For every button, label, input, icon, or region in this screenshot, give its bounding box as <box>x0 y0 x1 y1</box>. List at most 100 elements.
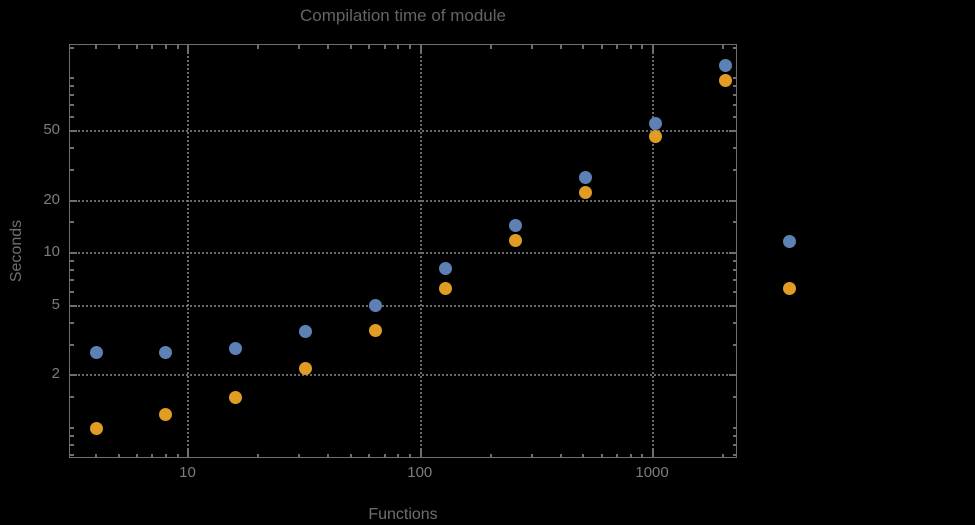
x-tick-top-5 <box>117 45 120 49</box>
y-tick-3 <box>70 343 74 346</box>
plot-area <box>69 44 737 458</box>
x-tick-top-1000 <box>652 45 655 52</box>
y-tick-right-7 <box>732 279 736 282</box>
y-tick-label-10: 10 <box>43 243 60 261</box>
x-tick-70 <box>383 453 386 457</box>
y-tick-right-0.8 <box>732 443 736 446</box>
point-orange-x512 <box>579 185 593 199</box>
x-tick-top-30 <box>298 45 301 49</box>
x-tick-700 <box>616 453 619 457</box>
x-tick-top-800 <box>629 45 632 49</box>
x-tick-7 <box>151 453 154 457</box>
point-orange-x1024 <box>648 130 662 144</box>
grid-line-y-2 <box>70 374 736 377</box>
grid-line-x-1000 <box>652 45 655 457</box>
x-tick-top-10 <box>187 45 190 52</box>
grid-line-x-10 <box>187 45 190 457</box>
y-tick-70 <box>70 104 74 107</box>
x-tick-400 <box>559 453 562 457</box>
x-tick-100 <box>419 450 422 457</box>
x-tick-label-10: 10 <box>179 464 196 481</box>
x-tick-top-300 <box>530 45 533 49</box>
point-orange-x32 <box>299 361 313 375</box>
y-tick-8 <box>70 269 74 272</box>
y-tick-4 <box>70 321 74 324</box>
y-tick-right-4 <box>732 321 736 324</box>
legend-marker-orange <box>782 281 796 295</box>
y-tick-right-2 <box>729 374 736 377</box>
x-tick-600 <box>600 453 603 457</box>
y-tick-right-150 <box>732 46 736 49</box>
y-tick-60 <box>70 116 74 119</box>
x-tick-6 <box>135 453 138 457</box>
y-tick-right-9 <box>732 260 736 263</box>
y-tick-0.9 <box>70 435 74 438</box>
y-tick-right-6 <box>732 291 736 293</box>
chart-title: Compilation time of module <box>300 6 506 25</box>
y-tick-15 <box>70 221 74 224</box>
y-tick-50 <box>70 130 77 133</box>
x-tick-top-40 <box>327 45 330 49</box>
x-tick-label-100: 100 <box>407 464 433 481</box>
y-tick-6 <box>70 291 74 293</box>
x-tick-2000 <box>721 453 724 457</box>
y-tick-right-5 <box>729 304 736 307</box>
x-tick-300 <box>530 453 533 457</box>
x-tick-80 <box>397 453 400 457</box>
y-tick-label-2: 2 <box>51 365 60 383</box>
x-tick-4 <box>95 453 98 457</box>
x-tick-40 <box>327 453 330 457</box>
x-tick-top-400 <box>559 45 562 49</box>
x-axis-label: Functions <box>368 506 438 523</box>
point-blue-x64 <box>369 298 383 312</box>
y-tick-right-100 <box>732 77 736 80</box>
point-orange-x4 <box>89 421 103 435</box>
y-tick-150 <box>70 46 74 49</box>
x-tick-800 <box>629 453 632 457</box>
y-tick-right-0.9 <box>732 435 736 438</box>
y-tick-2 <box>70 374 77 377</box>
point-orange-x2048 <box>718 74 732 88</box>
x-tick-top-7 <box>151 45 154 49</box>
y-tick-5 <box>70 304 77 307</box>
x-tick-90 <box>409 453 412 457</box>
x-tick-top-200 <box>489 45 492 49</box>
x-tick-900 <box>641 453 644 457</box>
y-tick-80 <box>70 94 74 97</box>
x-tick-500 <box>582 453 585 457</box>
x-tick-top-9 <box>176 45 179 49</box>
x-tick-top-70 <box>383 45 386 49</box>
x-tick-top-60 <box>368 45 371 49</box>
y-tick-right-60 <box>732 116 736 119</box>
y-tick-label-5: 5 <box>51 295 60 313</box>
y-tick-20 <box>70 199 77 202</box>
point-blue-x128 <box>439 261 453 275</box>
point-blue-x512 <box>579 171 593 185</box>
x-tick-top-50 <box>349 45 352 49</box>
point-orange-x64 <box>369 324 383 338</box>
x-tick-60 <box>368 453 371 457</box>
x-tick-9 <box>176 453 179 457</box>
y-tick-40 <box>70 146 74 149</box>
point-blue-x8 <box>159 346 173 360</box>
y-tick-right-8 <box>732 269 736 272</box>
y-tick-right-10 <box>729 252 736 255</box>
x-tick-top-80 <box>397 45 400 49</box>
y-tick-1.5 <box>70 396 74 399</box>
point-orange-x128 <box>439 281 453 295</box>
y-tick-1 <box>70 427 74 430</box>
x-tick-8 <box>164 453 167 457</box>
y-tick-90 <box>70 85 74 88</box>
x-tick-top-20 <box>257 45 260 49</box>
x-tick-top-700 <box>616 45 619 49</box>
x-tick-top-8 <box>164 45 167 49</box>
y-tick-30 <box>70 168 74 171</box>
x-tick-top-600 <box>600 45 603 49</box>
point-blue-x2048 <box>718 59 732 73</box>
point-blue-x256 <box>509 218 523 232</box>
y-tick-7 <box>70 279 74 282</box>
y-tick-right-15 <box>732 221 736 224</box>
y-tick-label-50: 50 <box>43 121 60 139</box>
y-tick-label-20: 20 <box>43 190 60 208</box>
